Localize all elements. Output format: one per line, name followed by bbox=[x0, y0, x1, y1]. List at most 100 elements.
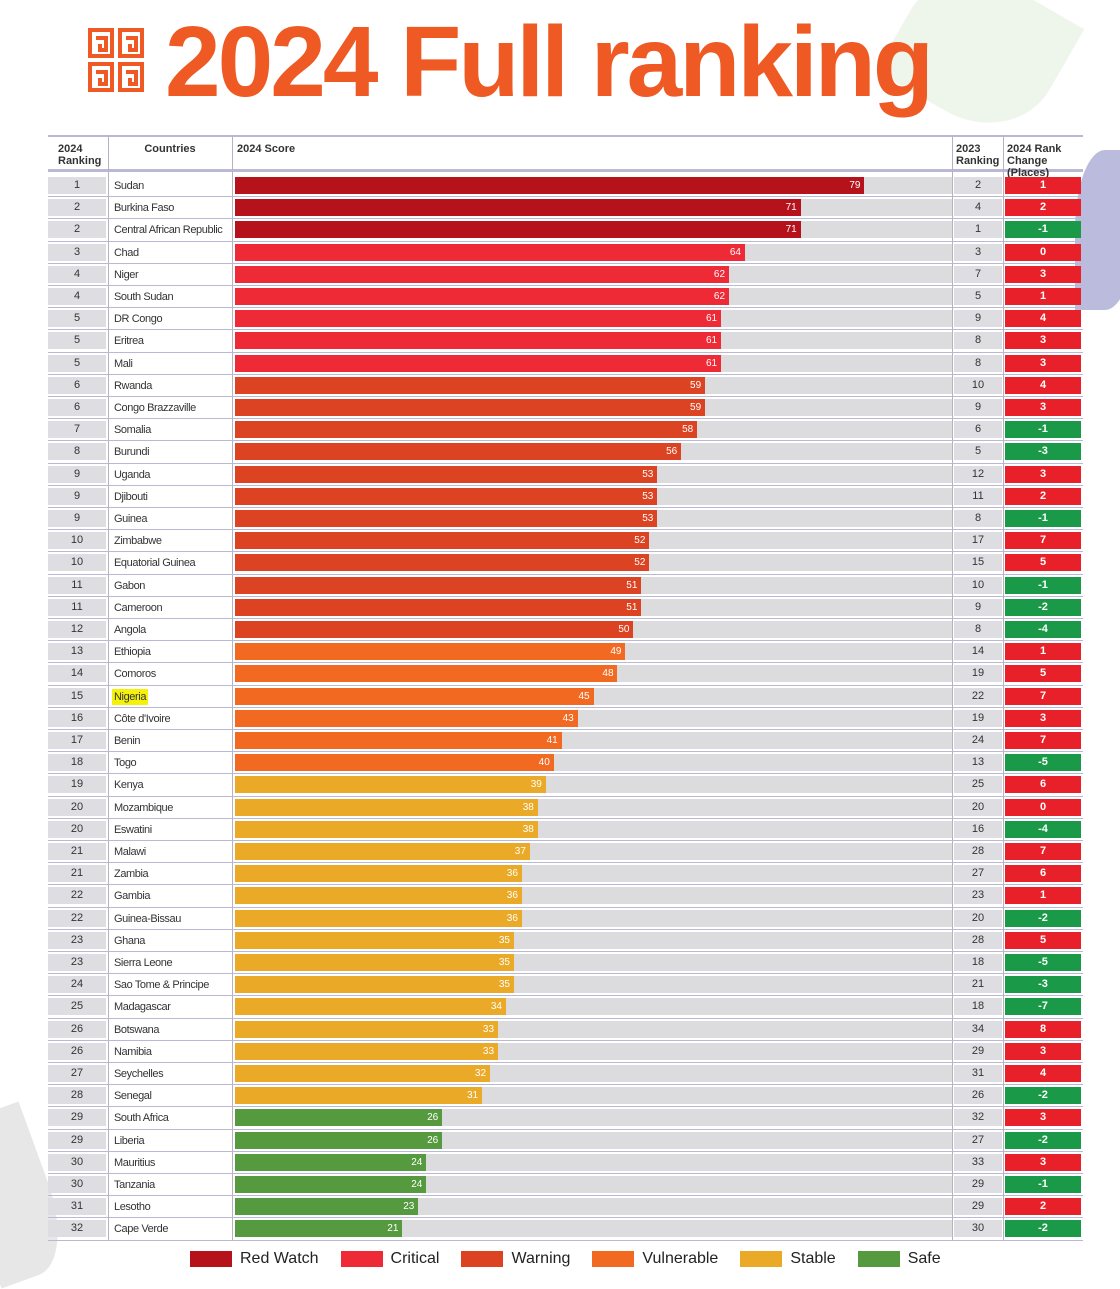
table-row: 32 Cape Verde 21 30 -2 bbox=[48, 1218, 1083, 1241]
rank-2024: 11 bbox=[48, 598, 106, 616]
score-bar bbox=[235, 820, 538, 838]
score-label: 35 bbox=[495, 954, 513, 971]
score-label: 36 bbox=[503, 887, 521, 905]
score-bar bbox=[235, 554, 650, 572]
rank-2023: 27 bbox=[954, 865, 1002, 883]
score-track: 41 bbox=[235, 732, 952, 749]
score-label: 36 bbox=[503, 865, 521, 883]
legend-label: Red Watch bbox=[240, 1250, 319, 1267]
score-track: 51 bbox=[235, 576, 952, 594]
rank-2024: 5 bbox=[48, 310, 106, 328]
table-row: 28 Senegal 31 26 -2 bbox=[48, 1085, 1083, 1108]
rank-2023: 4 bbox=[954, 199, 1002, 217]
header-2023-rank: 2023 Ranking bbox=[952, 135, 1003, 172]
table-row: 5 Mali 61 8 3 bbox=[48, 353, 1083, 375]
rank-2023: 5 bbox=[954, 288, 1002, 305]
score-track: 51 bbox=[235, 598, 952, 616]
rank-change: 3 bbox=[1005, 332, 1081, 350]
score-track: 53 bbox=[235, 510, 952, 527]
rank-2023: 34 bbox=[954, 1020, 1002, 1038]
rank-2023: 8 bbox=[954, 354, 1002, 372]
legend-label: Safe bbox=[907, 1250, 941, 1267]
rank-2023: 9 bbox=[954, 598, 1002, 616]
divider bbox=[952, 135, 953, 1241]
score-label: 33 bbox=[479, 1042, 498, 1060]
score-track: 39 bbox=[235, 776, 952, 794]
rank-2023: 33 bbox=[954, 1153, 1002, 1171]
score-bar bbox=[235, 1087, 482, 1105]
score-label: 24 bbox=[408, 1176, 426, 1193]
country-name: Ghana bbox=[114, 934, 146, 947]
table-row: 14 Comoros 48 19 5 bbox=[48, 663, 1083, 686]
country-name: Sao Tome & Principe bbox=[114, 979, 209, 992]
score-bar bbox=[235, 265, 729, 283]
rank-change: 3 bbox=[1005, 1153, 1081, 1171]
country-name: South Sudan bbox=[114, 291, 174, 303]
table-row: 1 Sudan 79 2 1 bbox=[48, 175, 1083, 198]
score-bar bbox=[235, 1131, 443, 1149]
score-bar bbox=[235, 465, 658, 483]
rank-2024: 20 bbox=[48, 820, 106, 838]
table-row: 5 Eritrea 61 8 3 bbox=[48, 330, 1083, 353]
rank-2023: 1 bbox=[954, 221, 1002, 239]
rank-2023: 29 bbox=[954, 1198, 1002, 1216]
score-bar bbox=[235, 510, 658, 527]
score-track: 21 bbox=[235, 1220, 952, 1238]
rank-2024: 13 bbox=[48, 643, 106, 661]
score-label: 49 bbox=[607, 643, 625, 661]
logo-icon bbox=[88, 28, 144, 92]
rank-change: 7 bbox=[1005, 732, 1081, 749]
rank-change: 1 bbox=[1005, 643, 1081, 661]
score-bar bbox=[235, 909, 522, 927]
score-bar bbox=[235, 776, 546, 794]
rank-2023: 13 bbox=[954, 754, 1002, 772]
score-track: 52 bbox=[235, 554, 952, 572]
rank-2023: 15 bbox=[954, 554, 1002, 572]
rank-change: -2 bbox=[1005, 909, 1081, 927]
country-name: Lesotho bbox=[114, 1201, 151, 1214]
score-label: 38 bbox=[519, 798, 537, 816]
score-track: 35 bbox=[235, 954, 952, 971]
score-bar bbox=[235, 709, 578, 727]
rank-2023: 6 bbox=[954, 421, 1002, 439]
score-label: 23 bbox=[400, 1198, 418, 1216]
table-row: 25 Madagascar 34 18 -7 bbox=[48, 996, 1083, 1019]
score-label: 53 bbox=[639, 487, 657, 505]
country-name: Malawi bbox=[114, 846, 146, 858]
rank-2024: 6 bbox=[48, 399, 106, 416]
table-row: 7 Somalia 58 6 -1 bbox=[48, 419, 1083, 442]
score-track: 36 bbox=[235, 865, 952, 883]
score-bar bbox=[235, 354, 721, 372]
country-name: Rwanda bbox=[114, 379, 152, 392]
score-bar bbox=[235, 443, 682, 461]
score-label: 32 bbox=[471, 1065, 490, 1082]
rank-change: -3 bbox=[1005, 443, 1081, 461]
country-name: Nigeria bbox=[112, 688, 149, 705]
score-bar bbox=[235, 332, 721, 350]
score-label: 39 bbox=[527, 776, 545, 794]
score-track: 24 bbox=[235, 1153, 952, 1171]
rank-2024: 5 bbox=[48, 354, 106, 372]
table-row: 10 Equatorial Guinea 52 15 5 bbox=[48, 552, 1083, 575]
rank-2023: 18 bbox=[954, 954, 1002, 971]
rank-change: -5 bbox=[1005, 754, 1081, 772]
table-row: 20 Mozambique 38 20 0 bbox=[48, 797, 1083, 819]
rank-2023: 21 bbox=[954, 976, 1002, 994]
rank-2024: 17 bbox=[48, 732, 106, 749]
rank-change: 2 bbox=[1005, 199, 1081, 217]
header-country: Countries bbox=[108, 135, 232, 172]
country-name: Sudan bbox=[114, 180, 144, 192]
score-bar bbox=[235, 1065, 490, 1082]
country-name: Botswana bbox=[114, 1023, 160, 1036]
score-track: 52 bbox=[235, 532, 952, 550]
rank-2024: 28 bbox=[48, 1087, 106, 1105]
table-row: 30 Tanzania 24 29 -1 bbox=[48, 1174, 1083, 1197]
rank-2023: 29 bbox=[954, 1176, 1002, 1193]
country-name: Djibouti bbox=[114, 490, 148, 503]
rank-2024: 20 bbox=[48, 798, 106, 816]
score-track: 37 bbox=[235, 843, 952, 860]
score-bar bbox=[235, 532, 650, 550]
rank-change: 3 bbox=[1005, 399, 1081, 416]
table-row: 9 Guinea 53 8 -1 bbox=[48, 508, 1083, 531]
rank-2023: 3 bbox=[954, 243, 1002, 261]
